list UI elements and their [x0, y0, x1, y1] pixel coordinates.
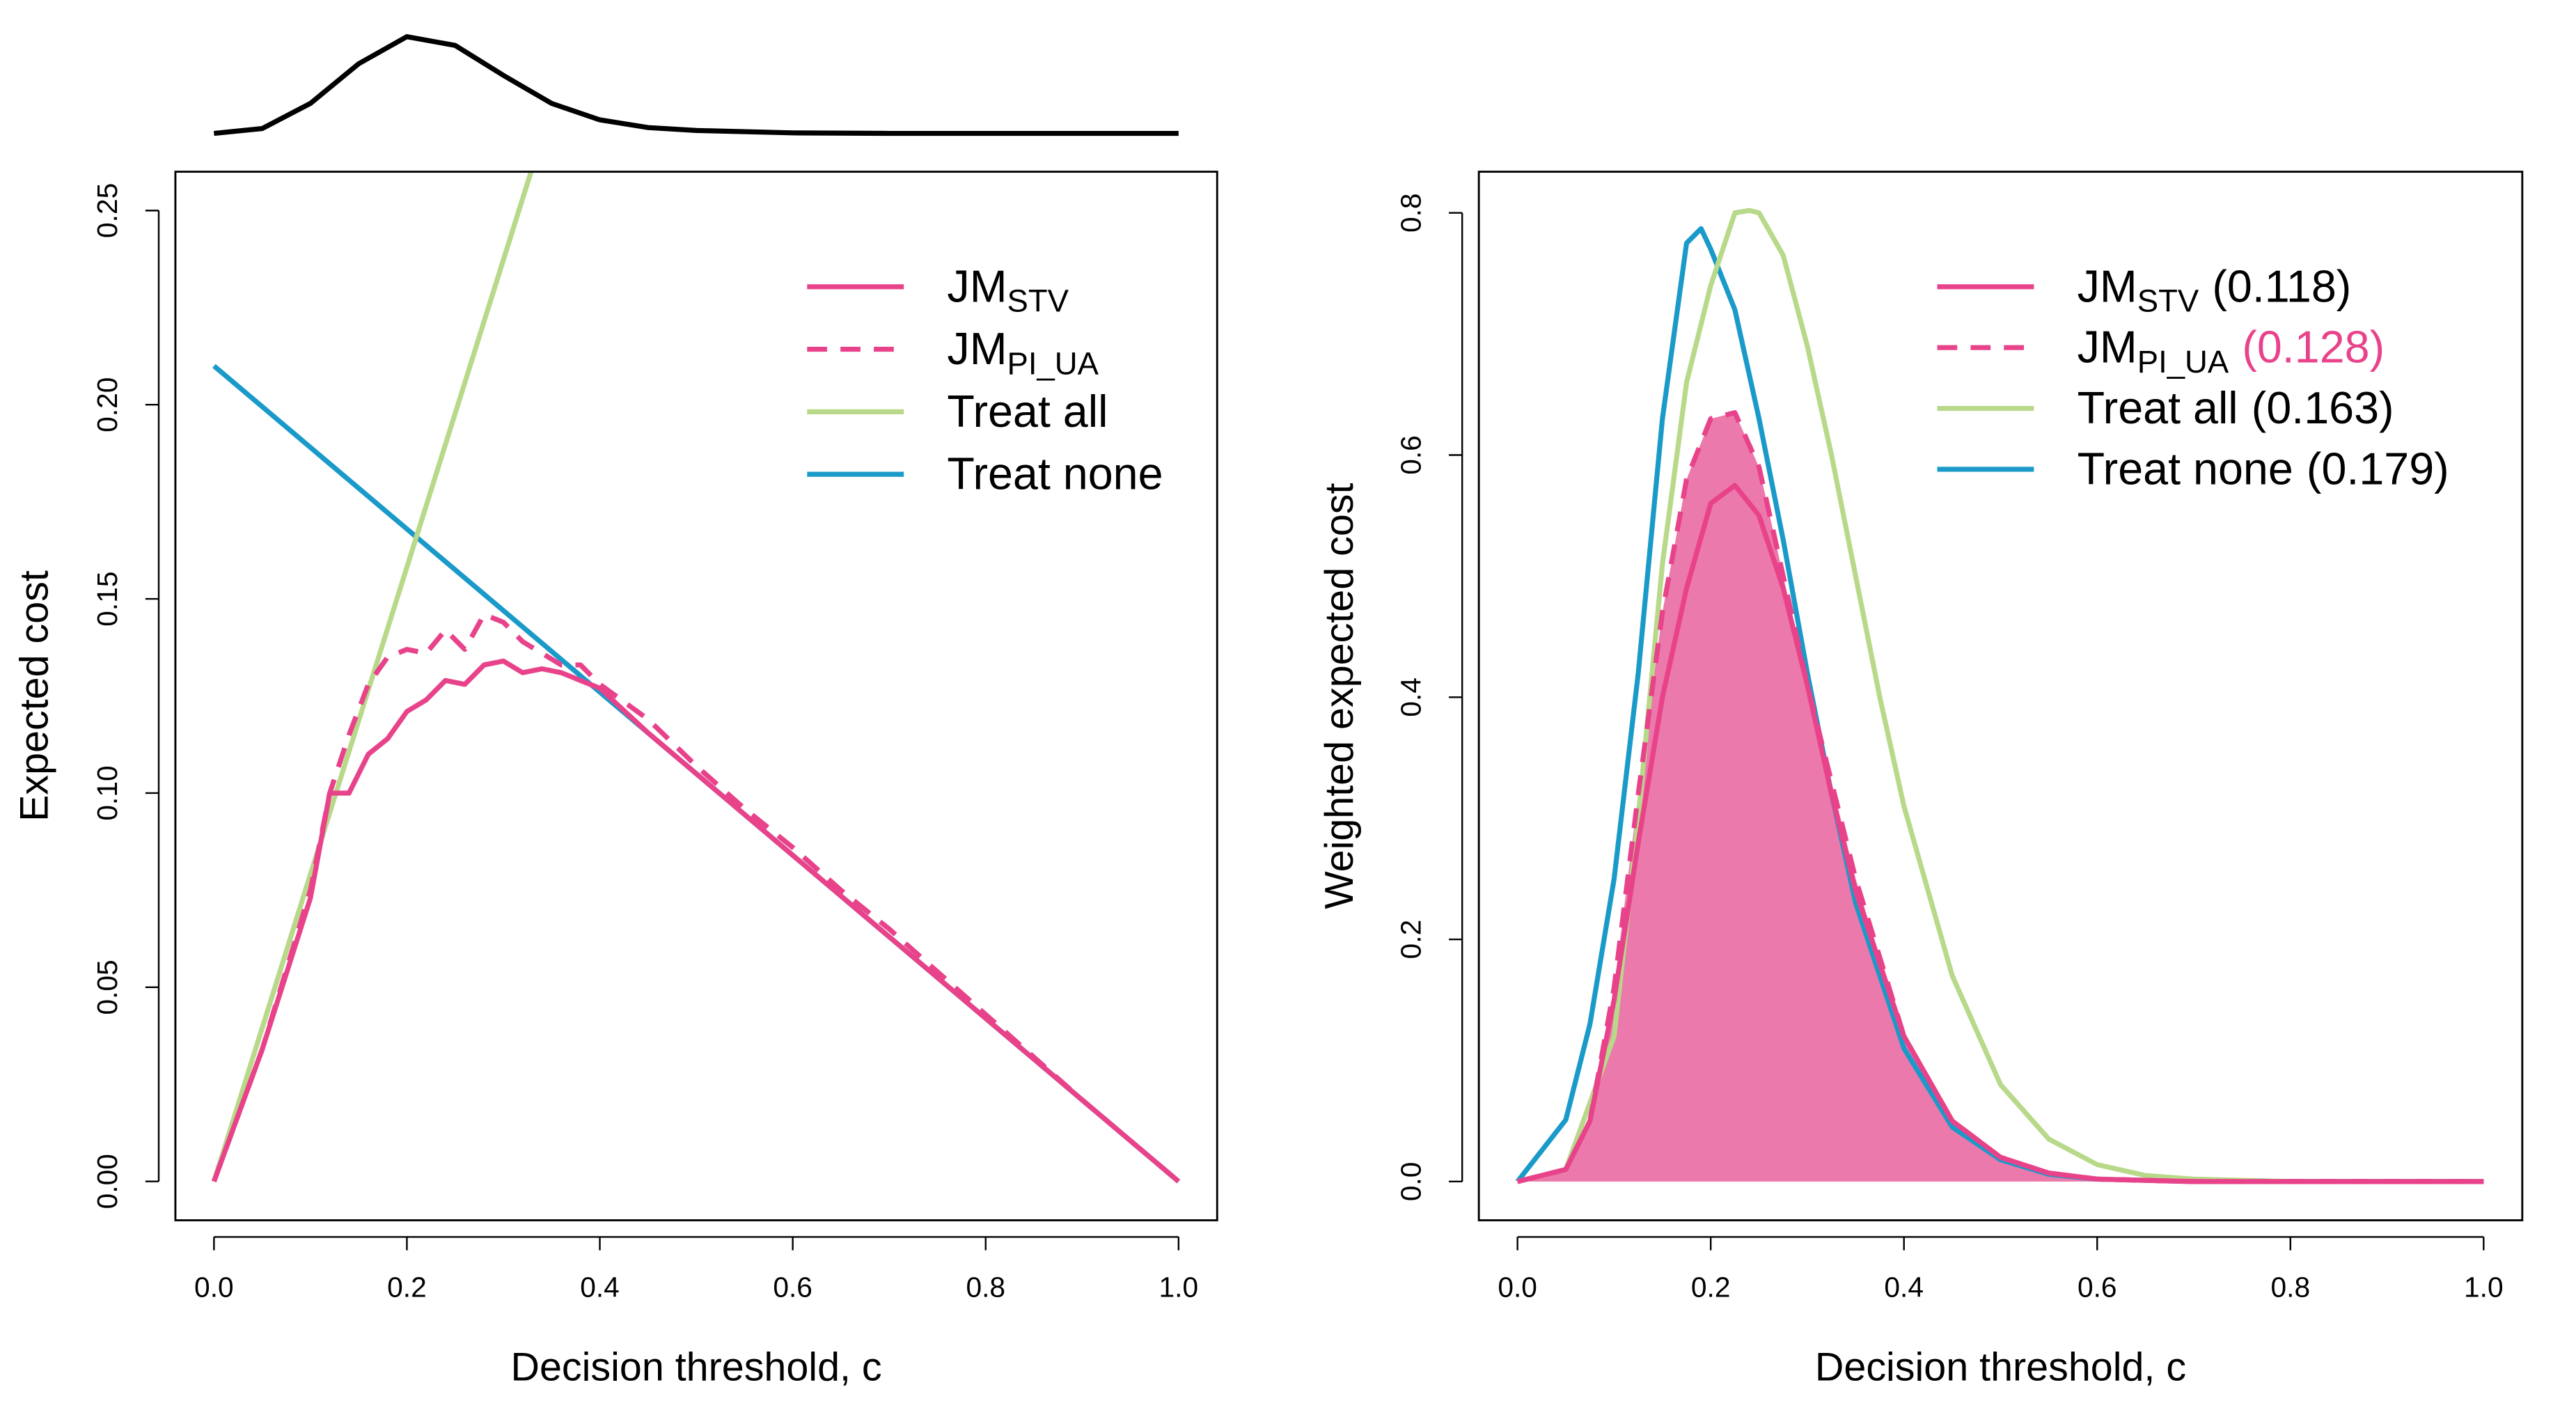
y-tick-label: 0.4: [1395, 678, 1427, 717]
legend-label: JMPI_UA (0.128): [2078, 322, 2385, 379]
legend-score: (0.179): [2307, 443, 2449, 494]
y-axis-title: Expected cost: [12, 570, 56, 822]
x-tick-label: 0.8: [966, 1271, 1005, 1304]
x-tick-label: 0.6: [773, 1271, 812, 1304]
x-tick-label: 0.2: [1691, 1271, 1731, 1304]
plot-area: [1515, 208, 2484, 1184]
plot-frame: [1477, 171, 2524, 1221]
legend-subscript: PI_UA: [2137, 344, 2229, 379]
series-line: [211, 611, 1181, 1184]
y-tick-label: 0.15: [91, 572, 123, 627]
legend-name: Treat all: [947, 386, 1108, 437]
series-line: [1516, 208, 2484, 1184]
y-tick-label: 0.2: [1395, 920, 1427, 960]
legend-label: JMPI_UA: [947, 323, 1099, 381]
density-curve: [213, 33, 1179, 136]
legend-name: JM: [947, 323, 1007, 374]
y-tick-label: 0.8: [1395, 193, 1427, 233]
x-tick-label: 1.0: [1159, 1271, 1199, 1304]
y-tick-label: 0.05: [91, 960, 123, 1015]
x-axis-title: Decision threshold, c: [511, 1345, 882, 1389]
legend-label: Treat none: [947, 448, 1163, 499]
x-axis-title: Decision threshold, c: [1815, 1345, 2186, 1389]
legend-label: JMSTV: [947, 260, 1069, 318]
series-line: [211, 171, 534, 1182]
x-tick-label: 0.6: [2078, 1271, 2117, 1304]
x-tick-label: 0.0: [194, 1271, 234, 1304]
area: [1517, 412, 2484, 1182]
x-tick-label: 0.0: [1498, 1271, 1537, 1304]
x-tick-label: 0.8: [2271, 1271, 2311, 1304]
legend-name: JM: [947, 260, 1007, 311]
legend-subscript: STV: [1007, 283, 1069, 319]
legend-name: JM: [2078, 260, 2137, 311]
legend-label: Treat all (0.163): [2078, 382, 2394, 433]
x-tick-label: 0.4: [1884, 1271, 1924, 1304]
y-tick-label: 0.10: [91, 765, 123, 820]
y-tick-label: 0.6: [1395, 435, 1427, 475]
legend-name: Treat none: [947, 448, 1163, 499]
legend-score: (0.118): [2212, 260, 2351, 311]
legend-name: Treat all: [2078, 382, 2238, 433]
legend-subscript: STV: [2137, 283, 2199, 319]
x-tick-label: 0.4: [580, 1271, 620, 1304]
legend-subscript: PI_UA: [1007, 345, 1099, 381]
y-tick-label: 0.00: [91, 1154, 123, 1209]
y-tick-label: 0.20: [91, 377, 123, 432]
legend-score: (0.128): [2242, 322, 2385, 373]
plot-frame: [174, 171, 1218, 1221]
y-tick-label: 0.25: [91, 183, 123, 238]
plot-area: [211, 171, 1181, 1184]
series-line: [211, 658, 1181, 1184]
x-tick-label: 1.0: [2464, 1271, 2504, 1304]
legend-label: JMSTV (0.118): [2078, 260, 2352, 318]
legend-score: (0.163): [2252, 382, 2394, 433]
legend-name: JM: [2078, 322, 2137, 373]
y-tick-label: 0.0: [1395, 1162, 1427, 1202]
legend-label: Treat none (0.179): [2078, 443, 2449, 494]
y-axis-title: Weighted expected cost: [1317, 483, 1362, 909]
legend-name: Treat none: [2078, 443, 2293, 494]
legend-label: Treat all: [947, 386, 1108, 437]
series-line: [1516, 483, 2484, 1184]
x-tick-label: 0.2: [387, 1271, 427, 1304]
